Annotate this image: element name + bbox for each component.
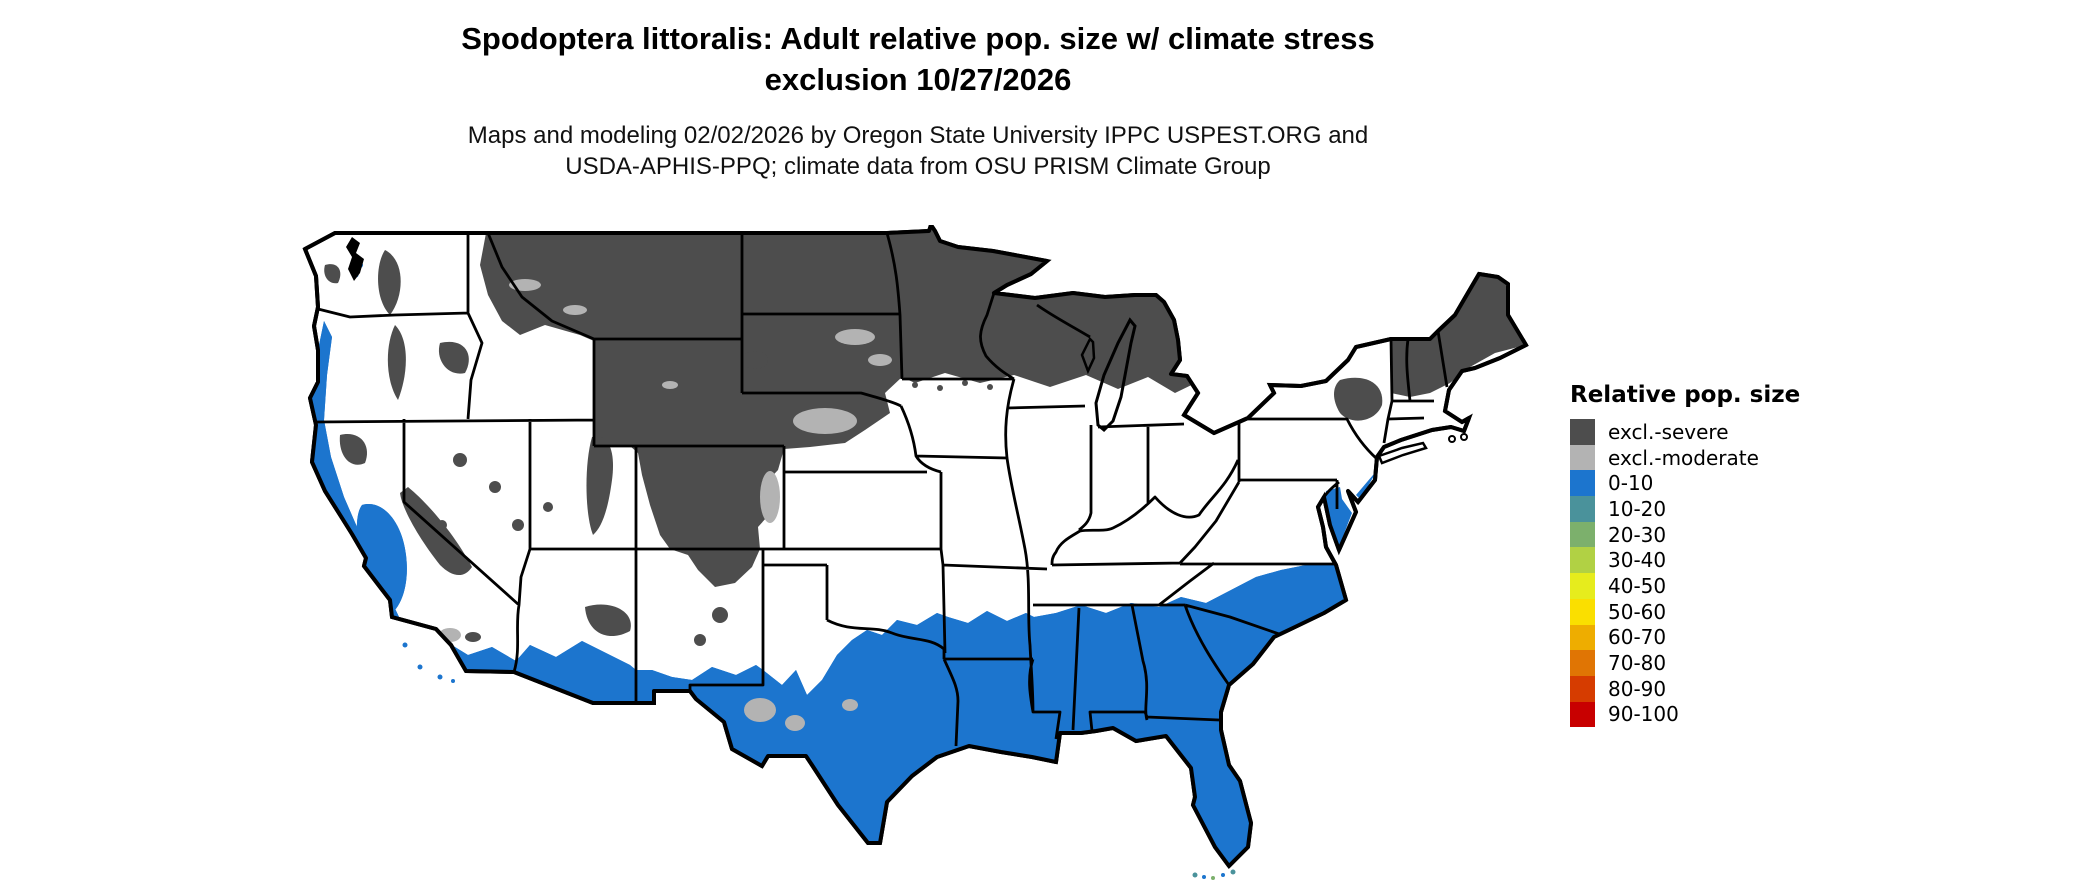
legend-label-90-100: 90-100 xyxy=(1608,702,1679,727)
lake-michigan xyxy=(1094,317,1137,433)
legend-item-excl-severe: excl.-severe xyxy=(1570,419,1870,445)
legend-swatch-0-10 xyxy=(1570,470,1595,497)
legend-item-40-50: 40-50 xyxy=(1570,573,1870,599)
legend-swatch-60-70 xyxy=(1570,624,1595,651)
coastal-islands xyxy=(1448,433,1468,443)
channel-islands xyxy=(402,642,455,683)
legend-label-80-90: 80-90 xyxy=(1608,676,1667,701)
legend: Relative pop. size excl.-severe excl.-mo… xyxy=(1570,382,1870,728)
title-block: Spodoptera littoralis: Adult relative po… xyxy=(290,18,1546,100)
legend-label-10-20: 10-20 xyxy=(1608,496,1667,521)
subtitle-line-2: USDA-APHIS-PPQ; climate data from OSU PR… xyxy=(565,153,1271,180)
legend-item-70-80: 70-80 xyxy=(1570,650,1870,676)
legend-item-30-40: 30-40 xyxy=(1570,547,1870,574)
title-line-2: exclusion 10/27/2026 xyxy=(764,62,1072,97)
legend-title: Relative pop. size xyxy=(1570,382,1801,408)
legend-item-10-20: 10-20 xyxy=(1570,496,1870,522)
legend-item-90-100: 90-100 xyxy=(1570,701,1870,728)
subtitle-line-1: Maps and modeling 02/02/2026 by Oregon S… xyxy=(467,122,1369,149)
legend-label-excl-moderate: excl.-moderate xyxy=(1608,445,1759,470)
region-excl-severe xyxy=(480,228,1208,587)
puget-sound xyxy=(346,237,364,281)
legend-item-20-30: 20-30 xyxy=(1570,521,1870,548)
moderate-pockets-in-blue xyxy=(439,628,858,731)
legend-swatch-20-30 xyxy=(1570,521,1595,548)
legend-swatch-excl-severe xyxy=(1570,419,1595,445)
legend-label-20-30: 20-30 xyxy=(1608,522,1667,547)
legend-swatch-80-90 xyxy=(1570,675,1595,702)
florida-keys xyxy=(1192,869,1236,880)
legend-label-60-70: 60-70 xyxy=(1608,625,1667,650)
legend-label-0-10: 0-10 xyxy=(1608,471,1654,496)
legend-label-30-40: 30-40 xyxy=(1608,548,1667,573)
legend-swatch-70-80 xyxy=(1570,650,1595,676)
legend-item-excl-moderate: excl.-moderate xyxy=(1570,444,1870,471)
legend-item-80-90: 80-90 xyxy=(1570,675,1870,702)
legend-item-0-10: 0-10 xyxy=(1570,470,1870,497)
legend-swatch-30-40 xyxy=(1570,547,1595,574)
legend-item-60-70: 60-70 xyxy=(1570,624,1870,651)
legend-swatch-40-50 xyxy=(1570,573,1595,599)
legend-label-40-50: 40-50 xyxy=(1608,573,1667,598)
legend-label-70-80: 70-80 xyxy=(1608,651,1667,676)
title-line-1: Spodoptera littoralis: Adult relative po… xyxy=(461,21,1375,56)
moderate-patches-in-severe xyxy=(509,279,892,523)
long-island xyxy=(1377,441,1428,465)
legend-item-50-60: 50-60 xyxy=(1570,598,1870,625)
attribution-subtitle: Maps and modeling 02/02/2026 by Oregon S… xyxy=(290,120,1546,182)
legend-swatch-excl-moderate xyxy=(1570,444,1595,471)
us-map xyxy=(290,223,1546,885)
legend-label-50-60: 50-60 xyxy=(1608,599,1667,624)
legend-swatch-90-100 xyxy=(1570,701,1595,728)
legend-label-excl-severe: excl.-severe xyxy=(1608,419,1729,444)
legend-swatch-10-20 xyxy=(1570,496,1595,522)
page-title: Spodoptera littoralis: Adult relative po… xyxy=(290,18,1546,100)
green-bay xyxy=(1080,336,1096,375)
legend-swatch-50-60 xyxy=(1570,598,1595,625)
map-raster-regions xyxy=(310,228,1526,866)
us-map-svg xyxy=(303,223,1528,880)
